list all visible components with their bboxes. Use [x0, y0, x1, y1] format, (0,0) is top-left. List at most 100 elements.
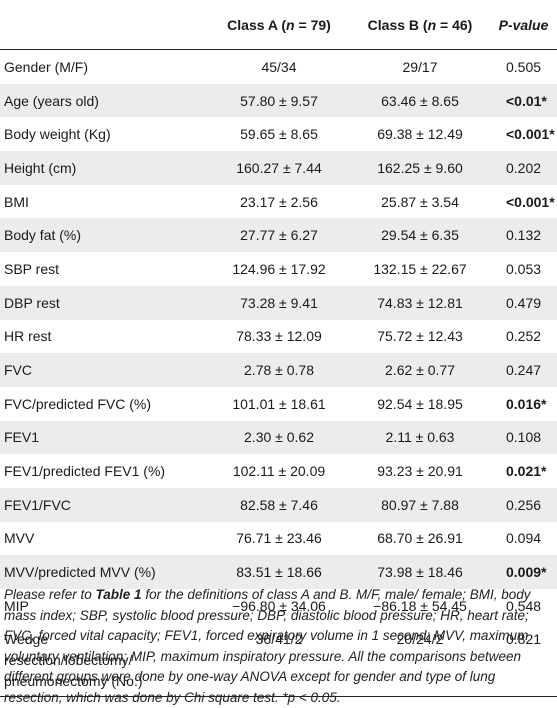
- p-value: 0.256: [490, 487, 557, 522]
- class-a-value: 57.80 ± 9.57: [208, 83, 350, 118]
- table-row: Gender (M/F) 45/34 29/17 0.505: [0, 50, 557, 84]
- row-label: Age (years old): [0, 83, 208, 118]
- p-value: 0.094: [506, 530, 542, 547]
- p-value: 0.252: [506, 328, 542, 345]
- row-label-line: Wedge: [4, 630, 49, 647]
- class-b-value: 20/24/2: [350, 622, 490, 697]
- table-row: MVV 76.71 ± 23.46 68.70 ± 26.91 0.094: [0, 522, 557, 556]
- class-a-value: 102.11 ± 20.09: [232, 463, 326, 480]
- row-label: FVC: [0, 353, 208, 387]
- row-label: BMI: [4, 193, 29, 210]
- class-b-value: 92.54 ± 18.95: [377, 395, 463, 412]
- p-value: 0.247: [490, 353, 557, 387]
- row-label: Body fat (%): [0, 218, 208, 253]
- table-row: MVV/predicted MVV (%) 83.51 ± 18.66 73.98 …: [0, 555, 557, 589]
- table-row: Wedge resection/lobectomy/pneumonectomy (…: [0, 622, 557, 697]
- row-label: FEV1/predicted FEV1 (%): [4, 463, 166, 480]
- row-label: Gender (M/F): [4, 58, 89, 75]
- table-row: FVC 2.78 ± 0.78 2.62 ± 0.77 0.247: [0, 353, 557, 387]
- row-label: Height (cm): [0, 151, 208, 185]
- class-a-value: 124.96 ± 17.92: [232, 260, 326, 277]
- class-a-value: 73.28 ± 9.41: [208, 285, 350, 320]
- class-a-value: 160.27 ± 7.44: [208, 151, 350, 185]
- p-value: <0.001*: [506, 193, 555, 210]
- row-label: Body weight (Kg): [4, 126, 111, 143]
- table-row: HR rest 78.33 ± 12.09 75.72 ± 12.43 0.252: [0, 320, 557, 354]
- p-value: 0.548: [506, 597, 542, 614]
- table-row: FEV1/FVC 82.58 ± 7.46 80.97 ± 7.88 0.256: [0, 487, 557, 522]
- row-label: HR rest: [4, 328, 52, 345]
- table-row: FEV1/predicted FEV1 (%) 102.11 ± 20.09 93.…: [0, 454, 557, 488]
- p-value: 0.132: [490, 218, 557, 253]
- header-row: Class A (n = 79) Class B (n = 46) P-valu…: [0, 0, 557, 50]
- table-row: Body fat (%) 27.77 ± 6.27 29.54 ± 6.35 0.13…: [0, 218, 557, 253]
- class-b-value: 69.38 ± 12.49: [377, 126, 463, 143]
- class-b-value: 29/17: [402, 58, 438, 75]
- p-value: 0.108: [490, 420, 557, 455]
- p-value: 0.821: [490, 622, 557, 697]
- table-row: FEV1 2.30 ± 0.62 2.11 ± 0.63 0.108: [0, 420, 557, 455]
- class-b-value: 74.83 ± 12.81: [350, 285, 490, 320]
- p-value: 0.053: [506, 260, 542, 277]
- row-label: DBP rest: [0, 285, 208, 320]
- table-row: BMI 23.17 ± 2.56 25.87 ± 3.54 <0.001*: [0, 185, 557, 219]
- header-class-a: Class A (n = 79): [208, 0, 350, 50]
- table-row: Body weight (Kg) 59.65 ± 8.65 69.38 ± 12.4…: [0, 117, 557, 151]
- class-a-value: 2.78 ± 0.78: [208, 353, 350, 387]
- p-value: 0.479: [490, 285, 557, 320]
- class-a-value: 76.71 ± 23.46: [236, 530, 322, 547]
- row-label: MVV/predicted MVV (%): [0, 555, 208, 589]
- row-label-line: resection/lobectomy/: [4, 651, 133, 668]
- p-value: 0.009*: [490, 555, 557, 589]
- class-a-value: 78.33 ± 12.09: [236, 328, 322, 345]
- row-label: MIP: [4, 597, 29, 614]
- header-class-b: Class B (n = 46): [350, 0, 490, 50]
- header-p-value: P-value: [490, 0, 557, 50]
- table-row: Height (cm) 160.27 ± 7.44 162.25 ± 9.60 0.2…: [0, 151, 557, 185]
- row-label-line: pneumonectomy (No.): [4, 672, 143, 689]
- row-label: SBP rest: [4, 260, 59, 277]
- p-value: <0.01*: [490, 83, 557, 118]
- class-b-value: 80.97 ± 7.88: [350, 487, 490, 522]
- class-b-value: −86.18 ± 54.45: [373, 597, 467, 614]
- class-b-value: 68.70 ± 26.91: [377, 530, 463, 547]
- class-b-value: 162.25 ± 9.60: [350, 151, 490, 185]
- row-label: MVV: [4, 530, 35, 547]
- class-b-value: 25.87 ± 3.54: [381, 193, 459, 210]
- row-label: Wedge resection/lobectomy/pneumonectomy (…: [0, 622, 208, 697]
- table-row: SBP rest 124.96 ± 17.92 132.15 ± 22.67 0.05…: [0, 252, 557, 286]
- class-a-value: 36/41/2: [208, 622, 350, 697]
- class-a-value: 23.17 ± 2.56: [240, 193, 318, 210]
- class-b-value: 73.98 ± 18.46: [350, 555, 490, 589]
- table-row: FVC/predicted FVC (%) 101.01 ± 18.61 92.54…: [0, 387, 557, 421]
- header-blank: [0, 0, 208, 50]
- class-a-value: 59.65 ± 8.65: [240, 126, 318, 143]
- class-a-value: 2.30 ± 0.62: [208, 420, 350, 455]
- p-value: 0.021*: [506, 463, 547, 480]
- p-value: 0.505: [506, 58, 542, 75]
- row-label: FVC/predicted FVC (%): [4, 395, 152, 412]
- p-value: <0.001*: [506, 126, 555, 143]
- class-a-value: 45/34: [261, 58, 297, 75]
- class-b-value: 29.54 ± 6.35: [350, 218, 490, 253]
- table-row: MIP −96.80 ± 34.06 −86.18 ± 54.45 0.548: [0, 589, 557, 623]
- table-footnote: Please refer to Table 1 for the definiti…: [4, 587, 531, 705]
- table-row: Age (years old) 57.80 ± 9.57 63.46 ± 8.65 <…: [0, 83, 557, 118]
- class-a-value: 101.01 ± 18.61: [232, 395, 326, 412]
- p-value: 0.202: [490, 151, 557, 185]
- table-row: DBP rest 73.28 ± 9.41 74.83 ± 12.81 0.479: [0, 285, 557, 320]
- class-b-value: 63.46 ± 8.65: [350, 83, 490, 118]
- class-a-value: 27.77 ± 6.27: [208, 218, 350, 253]
- class-b-value: 2.11 ± 0.63: [350, 420, 490, 455]
- row-label: FEV1/FVC: [0, 487, 208, 522]
- row-label: FEV1: [0, 420, 208, 455]
- p-value: 0.016*: [506, 395, 547, 412]
- class-b-value: 75.72 ± 12.43: [377, 328, 463, 345]
- class-a-value: 83.51 ± 18.66: [208, 555, 350, 589]
- class-b-value: 93.23 ± 20.91: [377, 463, 463, 480]
- class-a-value: −96.80 ± 34.06: [232, 597, 326, 614]
- class-b-value: 132.15 ± 22.67: [373, 260, 467, 277]
- class-b-value: 2.62 ± 0.77: [350, 353, 490, 387]
